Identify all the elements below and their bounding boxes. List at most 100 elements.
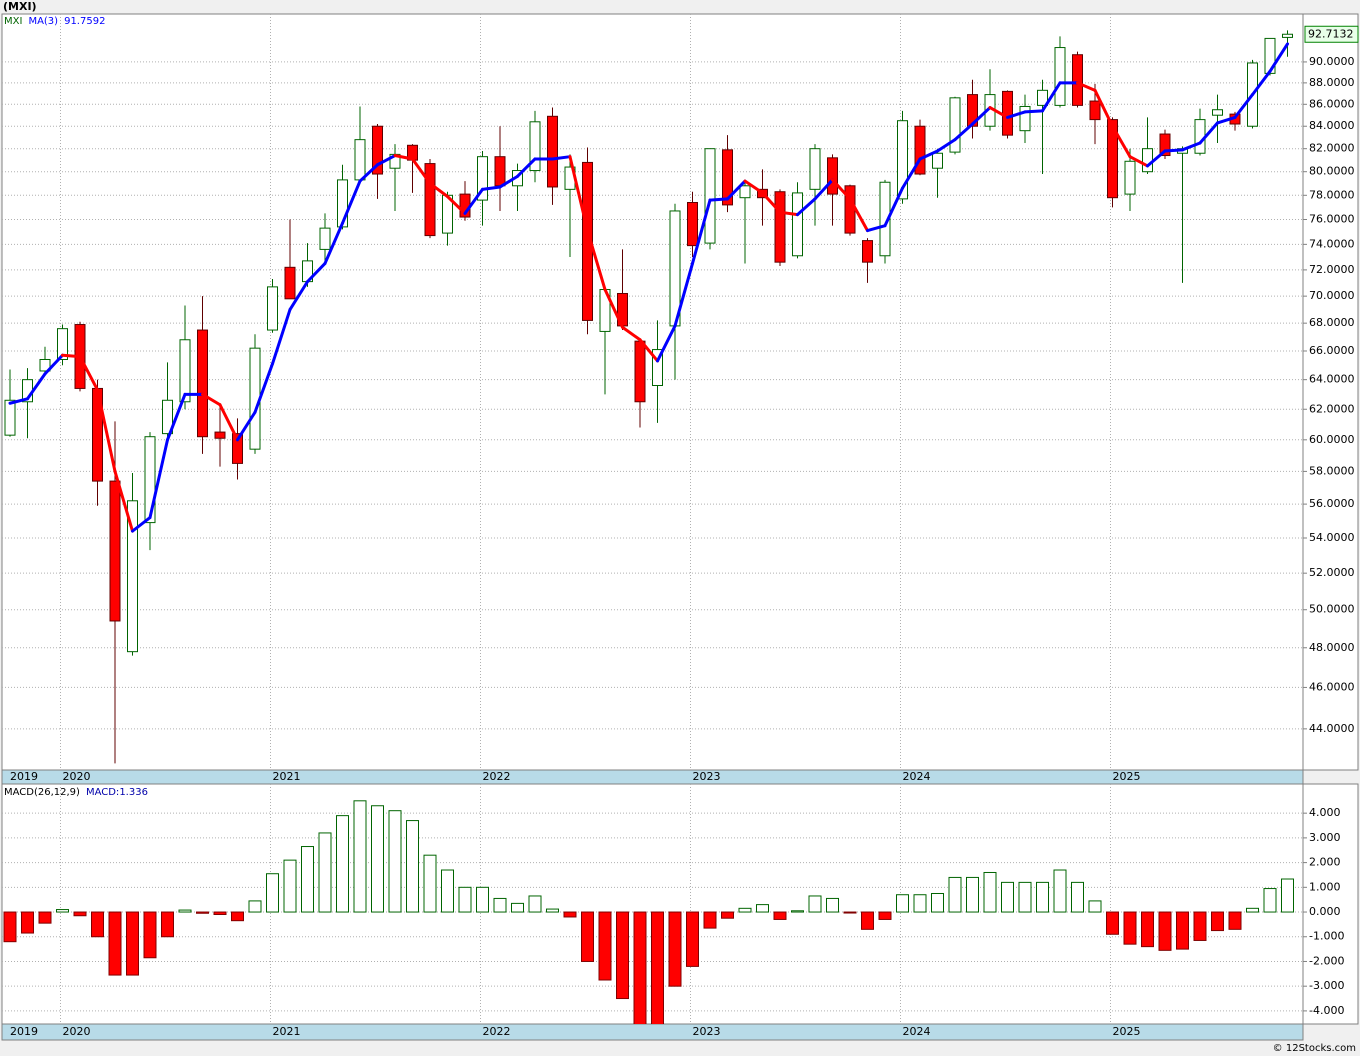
x-tick-label: 2020 [63, 1025, 91, 1038]
candle-body [704, 148, 716, 244]
y-tick-label: 70.0000 [1309, 289, 1355, 302]
ma-line [918, 149, 939, 161]
macd-bar [738, 907, 752, 913]
y-tick-label: 68.0000 [1309, 316, 1355, 329]
candle-body [949, 97, 961, 153]
macd-bar [511, 902, 524, 913]
candle-body [582, 161, 593, 321]
ma-line [411, 157, 432, 185]
candle-body [494, 156, 506, 187]
candle-body [827, 157, 838, 195]
candle-body [1019, 105, 1031, 132]
ma-line [78, 355, 99, 392]
y-tick-label: 72.0000 [1309, 263, 1355, 276]
candle-body [144, 436, 156, 524]
macd-bar [21, 911, 34, 934]
y-tick-label: 46.0000 [1309, 680, 1355, 693]
chart-title: (MXI) [3, 0, 37, 13]
macd-bar [301, 846, 314, 913]
ma-line [148, 438, 169, 520]
candle-body [774, 191, 786, 263]
macd-axis [1302, 783, 1359, 1025]
candle-body [1089, 100, 1101, 121]
macd-bar [598, 911, 612, 981]
macd-bar [616, 911, 629, 1000]
candle-body [1282, 33, 1293, 38]
y-tick-label: 60.0000 [1309, 433, 1355, 446]
x-tick-label: 2024 [903, 1025, 931, 1038]
legend-symbol: MXI [4, 16, 22, 27]
macd-bar [1053, 869, 1067, 913]
macd-bar [126, 911, 139, 976]
footer: © 12Stocks.com [1273, 1043, 1356, 1054]
candle-body [932, 152, 943, 169]
candle-body [57, 328, 68, 360]
macd-bar [353, 800, 367, 913]
candle-body [547, 115, 558, 188]
x-tick-label: 2022 [483, 770, 511, 783]
ma-line [936, 138, 957, 153]
y-tick-label: 58.0000 [1309, 464, 1355, 477]
macd-bar [283, 859, 297, 913]
ma-line [113, 469, 134, 533]
macd-bar [406, 820, 419, 913]
candle-body [739, 185, 751, 199]
ma-line [463, 187, 484, 215]
candle-body [1194, 119, 1206, 154]
macd-bar [861, 911, 874, 930]
macd-bar [686, 911, 699, 967]
y-tick-label: 80.0000 [1309, 165, 1355, 178]
macd-bar [91, 911, 104, 938]
ma-line [691, 198, 712, 265]
candle-body [1107, 119, 1118, 199]
macd-bar [1071, 881, 1084, 913]
macd-bar [878, 911, 892, 920]
candle-body [1142, 148, 1153, 173]
ma-line [1023, 109, 1044, 114]
x-tick-label: 2023 [693, 770, 721, 783]
candle-body [284, 266, 296, 300]
ma-line [551, 155, 572, 161]
y-tick-label: 90.0000 [1309, 55, 1355, 68]
price-panel [1, 13, 1304, 771]
x-tick-label: 2019 [10, 1025, 38, 1038]
ma-line [1041, 81, 1062, 113]
ma-line [26, 372, 47, 401]
ma-line [236, 410, 257, 442]
legend: MXI MA(3) 91.7592 [4, 16, 105, 27]
ma-line [288, 280, 309, 312]
candle-body [1002, 90, 1013, 136]
y-tick-label: 52.0000 [1309, 566, 1355, 579]
candle-body [179, 339, 191, 403]
macd-bar [1106, 911, 1119, 935]
macd-bar [703, 911, 717, 929]
time-axis [1, 769, 1304, 785]
ma-line [971, 106, 992, 126]
macd-bar [1036, 881, 1049, 913]
macd-bar [721, 911, 734, 919]
macd-bar [1246, 907, 1259, 913]
x-tick-label: 2019 [10, 770, 38, 783]
macd-bar [913, 894, 927, 913]
y-tick-label: 78.0000 [1309, 188, 1355, 201]
ma-line [831, 178, 852, 201]
candle-body [914, 125, 926, 175]
candle-body [1037, 89, 1048, 106]
macd-bar [336, 815, 349, 913]
ma-line [621, 325, 642, 342]
macd-bar [756, 904, 769, 913]
macd-bar [983, 871, 997, 913]
ma-line [1128, 155, 1149, 168]
x-tick-label: 2020 [63, 770, 91, 783]
macd-bar [231, 911, 244, 922]
legend-ma-value: 91.7592 [64, 16, 105, 27]
macd-bar [1158, 911, 1172, 951]
macd-bar [38, 911, 52, 924]
ma-line [1163, 148, 1184, 153]
macd-bar [493, 897, 507, 913]
macd-bar [1088, 900, 1102, 913]
macd-bar [791, 910, 804, 913]
ma-line [603, 288, 624, 329]
x-tick-label: 2023 [693, 1025, 721, 1038]
ma-line [166, 392, 187, 442]
